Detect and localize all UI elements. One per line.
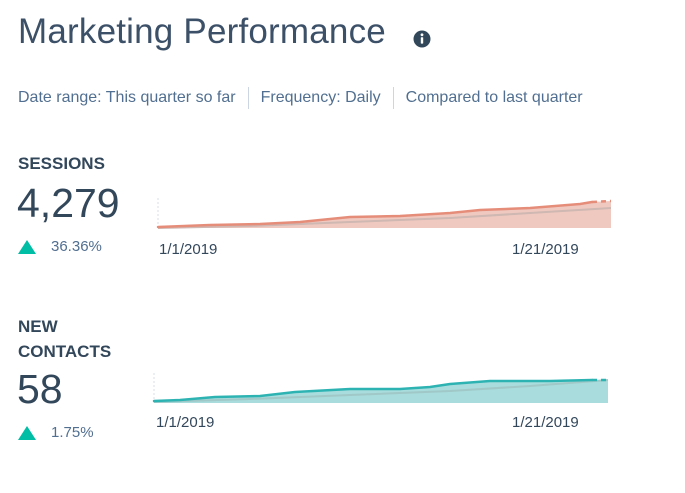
sessions-sparkline[interactable]	[150, 160, 615, 230]
date-range-filter[interactable]: Date range: This quarter so far	[18, 89, 236, 106]
new-contacts-axis-start: 1/1/2019	[156, 414, 215, 431]
sessions-value: 4,279	[17, 180, 120, 226]
new-contacts-label-line-1: NEW	[18, 317, 58, 336]
sessions-change-value: 36.36%	[51, 238, 102, 255]
new-contacts-axis-end: 1/21/2019	[512, 414, 579, 431]
new-contacts-comparison-line	[153, 379, 609, 403]
new-contacts-line	[152, 378, 594, 403]
arrow-up-icon	[18, 425, 36, 440]
filter-divider	[247, 87, 249, 109]
frequency-filter[interactable]: Frequency: Daily	[260, 89, 381, 106]
sessions-area	[158, 201, 611, 228]
sessions-label: SESSIONS	[18, 151, 105, 176]
sessions-label-line: SESSIONS	[18, 154, 105, 173]
sessions-change: 36.36%	[18, 238, 102, 255]
sessions-axis-end: 1/21/2019	[512, 241, 579, 258]
new-contacts-change: 1.75%	[18, 424, 94, 441]
filter-divider	[392, 87, 394, 109]
new-contacts-label: NEW CONTACTS	[18, 314, 111, 364]
sessions-comparison-line	[157, 207, 612, 229]
info-icon[interactable]	[413, 30, 431, 48]
new-contacts-change-value: 1.75%	[51, 424, 94, 441]
new-contacts-label-line-2: CONTACTS	[18, 342, 112, 361]
comparison-filter[interactable]: Compared to last quarter	[405, 89, 583, 106]
new-contacts-value: 58	[17, 366, 63, 412]
sessions-line	[156, 200, 594, 229]
new-contacts-area	[154, 380, 608, 403]
sessions-axis-start: 1/1/2019	[159, 241, 218, 258]
report-filters: Date range: This quarter so far Frequenc…	[18, 87, 583, 109]
arrow-up-icon	[18, 239, 36, 254]
sessions-projection-line	[591, 199, 612, 204]
new-contacts-sparkline[interactable]	[150, 335, 615, 405]
page-title: Marketing Performance	[18, 12, 386, 51]
